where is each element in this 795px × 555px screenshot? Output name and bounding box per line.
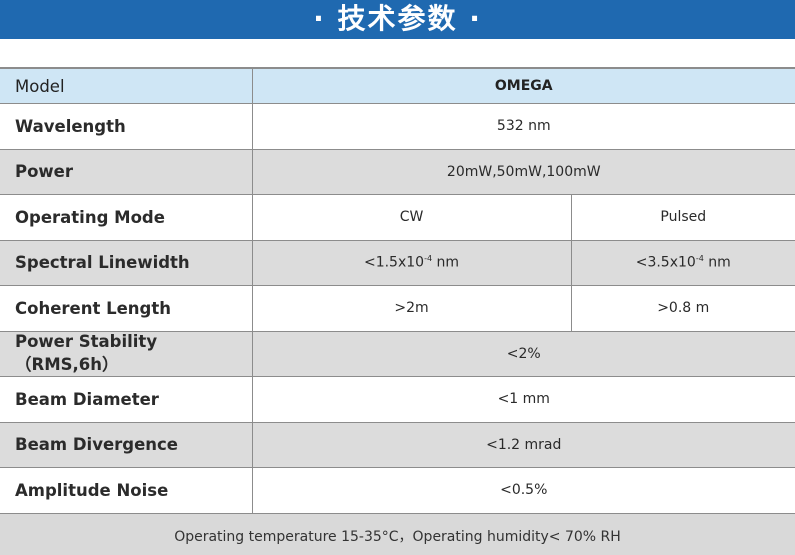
header-bar: · 技术参数 · — [0, 0, 795, 39]
table-row-power-stability: Power Stability（RMS,6h） <2% — [0, 330, 795, 377]
beam-diameter-value: <1 mm — [251, 376, 795, 423]
table-row-footer: Operating temperature 15-35°C，Operating … — [0, 512, 795, 555]
table-row-spectral-linewidth: Spectral Linewidth <1.5x10-4 nm <3.5x10-… — [0, 239, 795, 286]
table-row-coherent-length: Coherent Length >2m >0.8 m — [0, 285, 795, 332]
beam-divergence-value: <1.2 mrad — [251, 421, 795, 468]
spectral-linewidth-cw-exponent: -4 — [424, 254, 433, 264]
operating-mode-pulsed: Pulsed — [570, 194, 795, 241]
operating-conditions-note: Operating temperature 15-35°C，Operating … — [0, 512, 795, 555]
beam-divergence-label: Beam Divergence — [0, 421, 253, 468]
power-stability-label: Power Stability（RMS,6h） — [0, 330, 253, 377]
operating-mode-label: Operating Mode — [0, 194, 253, 241]
power-label: Power — [0, 148, 253, 195]
spectral-linewidth-pulsed-base: <3.5x10 — [635, 255, 696, 272]
spectral-linewidth-pulsed-unit: nm — [703, 255, 731, 272]
table-row-power: Power 20mW,50mW,100mW — [0, 148, 795, 195]
table-row-beam-divergence: Beam Divergence <1.2 mrad — [0, 421, 795, 468]
wavelength-value: 532 nm — [251, 103, 795, 150]
spectral-linewidth-cw: <1.5x10-4 nm — [251, 239, 572, 286]
spectral-linewidth-label: Spectral Linewidth — [0, 239, 253, 286]
model-value: OMEGA — [251, 67, 795, 104]
spectral-linewidth-cw-unit: nm — [432, 255, 460, 272]
model-label: Model — [0, 67, 253, 104]
amplitude-noise-value: <0.5% — [251, 467, 795, 514]
header-title: · 技术参数 · — [313, 1, 482, 35]
power-stability-value: <2% — [251, 330, 795, 377]
table-row-wavelength: Wavelength 532 nm — [0, 103, 795, 150]
beam-diameter-label: Beam Diameter — [0, 376, 253, 423]
spectral-linewidth-cw-base: <1.5x10 — [363, 255, 425, 272]
table-row-operating-mode: Operating Mode CW Pulsed — [0, 194, 795, 241]
coherent-length-label: Coherent Length — [0, 285, 253, 332]
wavelength-label: Wavelength — [0, 103, 253, 150]
coherent-length-pulsed: >0.8 m — [570, 285, 795, 332]
spectral-linewidth-pulsed-exponent: -4 — [695, 254, 704, 264]
operating-mode-cw: CW — [251, 194, 572, 241]
table-row-amplitude-noise: Amplitude Noise <0.5% — [0, 467, 795, 514]
spec-table: Model OMEGA Wavelength 532 nm Power 20mW… — [0, 67, 795, 555]
amplitude-noise-label: Amplitude Noise — [0, 467, 253, 514]
power-value: 20mW,50mW,100mW — [251, 148, 795, 195]
coherent-length-cw: >2m — [251, 285, 572, 332]
table-row-model: Model OMEGA — [0, 67, 795, 104]
spectral-linewidth-pulsed: <3.5x10-4 nm — [570, 239, 795, 286]
table-row-beam-diameter: Beam Diameter <1 mm — [0, 376, 795, 423]
